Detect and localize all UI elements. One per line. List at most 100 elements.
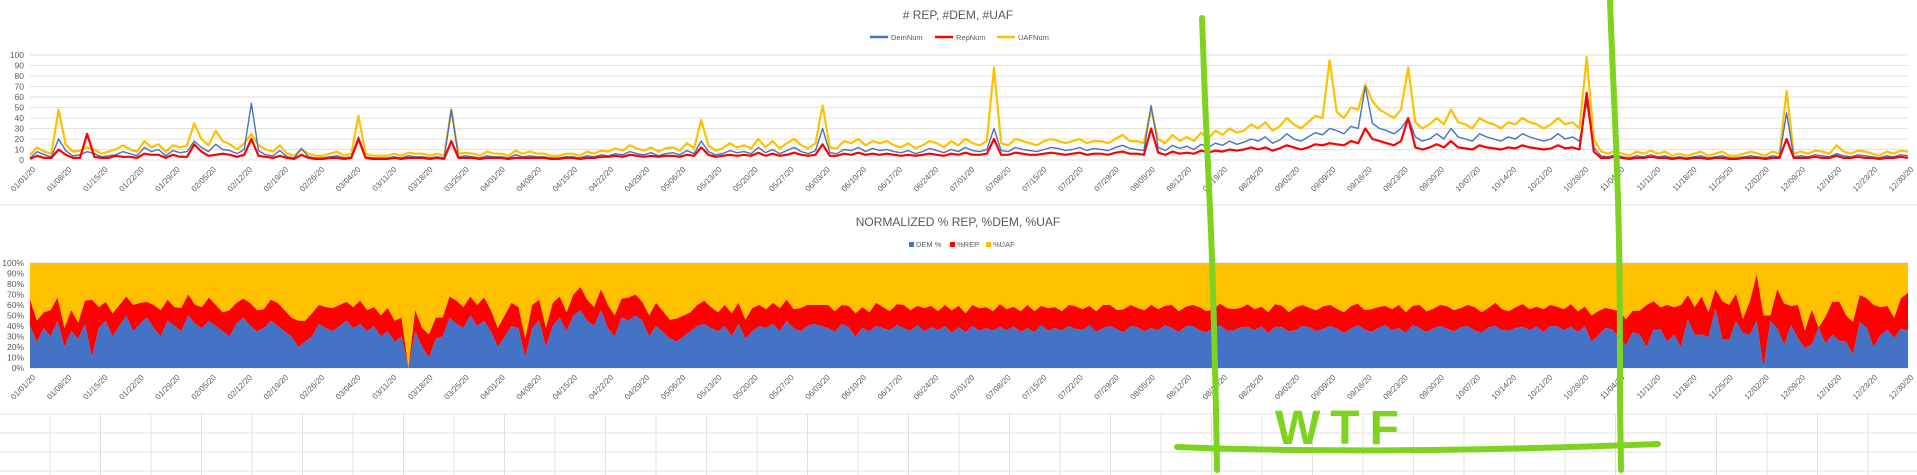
y-tick-label: 40% xyxy=(7,321,24,331)
x-tick-label: 07/08/20 xyxy=(984,373,1013,402)
x-tick-label: 05/27/20 xyxy=(767,165,796,194)
x-tick-label: 07/01/20 xyxy=(948,165,977,194)
x-tick-label: 01/22/20 xyxy=(117,165,146,194)
x-tick-label: 12/09/20 xyxy=(1779,373,1808,402)
x-tick-label: 06/03/20 xyxy=(804,373,833,402)
area-chart-series xyxy=(30,263,1908,368)
x-tick-label: 07/15/20 xyxy=(1020,165,1049,194)
line-chart: # REP, #DEM, #UAF DemNum RepNum UAFNum 100… xyxy=(9,8,1916,193)
y-tick-label: 50% xyxy=(7,311,24,321)
x-tick-label: 07/22/20 xyxy=(1056,373,1085,402)
annotation-right-line xyxy=(1607,0,1624,473)
x-tick-label: 04/08/20 xyxy=(515,373,544,402)
line-chart-gridlines xyxy=(30,54,1908,161)
x-tick-label: 07/29/20 xyxy=(1092,165,1121,194)
x-tick-label: 09/30/20 xyxy=(1418,165,1447,194)
x-tick-label: 02/26/20 xyxy=(298,373,327,402)
area-series-rep xyxy=(30,274,1908,368)
x-tick-label: 05/13/20 xyxy=(695,165,724,194)
x-tick-label: 11/25/20 xyxy=(1707,373,1735,401)
x-tick-label: 02/12/20 xyxy=(226,165,255,194)
y-tick-label: 50 xyxy=(15,103,25,113)
legend-swatch xyxy=(986,242,991,247)
x-tick-label: 07/22/20 xyxy=(1056,165,1085,194)
x-tick-label: 08/05/20 xyxy=(1129,165,1158,194)
y-tick-label: 10% xyxy=(7,353,24,363)
x-tick-label: 06/17/20 xyxy=(876,165,905,194)
x-tick-label: 12/16/20 xyxy=(1815,373,1844,402)
x-tick-label: 10/28/20 xyxy=(1562,373,1591,402)
x-tick-label: 03/11/20 xyxy=(371,165,399,193)
x-tick-label: 09/30/20 xyxy=(1418,373,1447,402)
y-tick-label: 80 xyxy=(15,71,25,81)
legend-label: DEM % xyxy=(916,240,942,249)
x-tick-label: 01/15/20 xyxy=(81,373,110,402)
area-series-dem xyxy=(30,308,1908,368)
x-tick-label: 03/18/20 xyxy=(406,165,435,194)
area-chart-legend: DEM % %REP %UAF xyxy=(909,240,1015,249)
x-tick-label: 11/25/20 xyxy=(1707,165,1735,193)
line-chart-series xyxy=(29,56,1909,160)
x-tick-label: 04/01/20 xyxy=(479,373,508,402)
y-tick-label: 100% xyxy=(2,258,24,268)
y-tick-label: 100 xyxy=(10,50,24,60)
x-tick-label: 09/23/20 xyxy=(1381,165,1410,194)
x-tick-label: 12/02/20 xyxy=(1743,165,1772,194)
x-tick-label: 09/02/20 xyxy=(1273,165,1302,194)
x-tick-label: 12/23/20 xyxy=(1851,165,1880,194)
y-tick-label: 70% xyxy=(7,290,24,300)
x-tick-label: 09/23/20 xyxy=(1381,373,1410,402)
line-chart-legend: DemNum RepNum UAFNum xyxy=(870,33,1049,42)
x-tick-label: 12/30/20 xyxy=(1887,165,1916,194)
x-tick-label: 03/25/20 xyxy=(442,373,471,402)
x-tick-label: 01/29/20 xyxy=(153,373,182,402)
x-tick-label: 08/26/20 xyxy=(1237,165,1266,194)
series-line-uafnum xyxy=(29,56,1909,157)
legend-label: %REP xyxy=(957,240,979,249)
x-tick-label: 05/06/20 xyxy=(659,165,688,194)
y-tick-label: 30% xyxy=(7,332,24,342)
x-tick-label: 11/04/20 xyxy=(1599,165,1627,193)
x-tick-label: 05/20/20 xyxy=(731,165,760,194)
x-tick-label: 04/15/20 xyxy=(551,373,580,402)
y-tick-label: 0 xyxy=(19,155,24,165)
x-tick-label: 09/02/20 xyxy=(1273,373,1302,402)
x-tick-label: 04/15/20 xyxy=(551,165,580,194)
legend-label: DemNum xyxy=(891,33,923,42)
series-line-demnum xyxy=(29,85,1909,159)
x-tick-label: 03/18/20 xyxy=(406,373,435,402)
x-tick-label: 09/09/20 xyxy=(1309,373,1338,402)
x-tick-label: 11/11/20 xyxy=(1635,373,1663,401)
x-tick-label: 01/29/20 xyxy=(153,165,182,194)
x-tick-label: 01/08/20 xyxy=(45,165,74,194)
x-tick-label: 08/12/20 xyxy=(1165,165,1194,194)
x-tick-label: 09/09/20 xyxy=(1309,165,1338,194)
legend-swatch xyxy=(909,242,914,247)
x-tick-label: 06/24/20 xyxy=(912,165,941,194)
y-tick-label: 20% xyxy=(7,342,24,352)
x-tick-label: 12/09/20 xyxy=(1779,165,1808,194)
y-tick-label: 60 xyxy=(15,92,25,102)
area-series-uaf xyxy=(30,263,1908,368)
y-tick-label: 0% xyxy=(12,363,25,373)
x-tick-label: 07/15/20 xyxy=(1020,373,1049,402)
x-tick-label: 07/01/20 xyxy=(948,373,977,402)
x-tick-label: 01/15/20 xyxy=(81,165,110,194)
x-tick-label: 03/04/20 xyxy=(334,165,363,194)
x-tick-label: 07/29/20 xyxy=(1092,373,1121,402)
x-tick-label: 12/16/20 xyxy=(1815,165,1844,194)
x-tick-label: 08/26/20 xyxy=(1237,373,1266,402)
x-tick-label: 04/22/20 xyxy=(587,373,616,402)
x-tick-label: 01/08/20 xyxy=(45,373,74,402)
line-chart-x-axis: 01/01/20 01/08/20 01/15/20 01/22/20 01/29/20… xyxy=(9,165,1916,194)
x-tick-label: 02/26/20 xyxy=(298,165,327,194)
x-tick-label: 01/01/20 xyxy=(9,165,38,194)
y-tick-label: 10 xyxy=(15,145,25,155)
x-tick-label: 05/13/20 xyxy=(695,373,724,402)
y-tick-label: 80% xyxy=(7,279,24,289)
x-tick-label: 02/19/20 xyxy=(262,373,291,402)
x-tick-label: 01/22/20 xyxy=(117,373,146,402)
x-tick-label: 11/11/20 xyxy=(1635,165,1663,193)
x-tick-label: 04/08/20 xyxy=(515,165,544,194)
x-tick-label: 06/24/20 xyxy=(912,373,941,402)
